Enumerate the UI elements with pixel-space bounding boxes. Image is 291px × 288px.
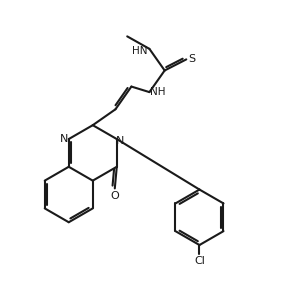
Text: Cl: Cl	[194, 256, 205, 266]
Text: S: S	[189, 54, 196, 65]
Text: N: N	[116, 136, 124, 146]
Text: O: O	[110, 191, 119, 201]
Text: HN: HN	[132, 46, 147, 56]
Text: N: N	[60, 134, 68, 144]
Text: NH: NH	[150, 87, 165, 97]
